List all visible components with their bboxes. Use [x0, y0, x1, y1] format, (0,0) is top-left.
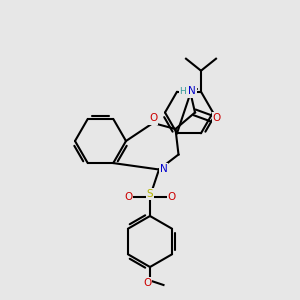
Text: O: O [124, 191, 132, 202]
Text: H: H [180, 87, 186, 96]
Text: O: O [168, 191, 176, 202]
Text: O: O [143, 278, 151, 288]
Text: O: O [149, 113, 157, 124]
Text: S: S [147, 189, 153, 199]
Text: O: O [213, 113, 221, 124]
Text: N: N [160, 164, 167, 175]
Text: N: N [188, 86, 196, 97]
